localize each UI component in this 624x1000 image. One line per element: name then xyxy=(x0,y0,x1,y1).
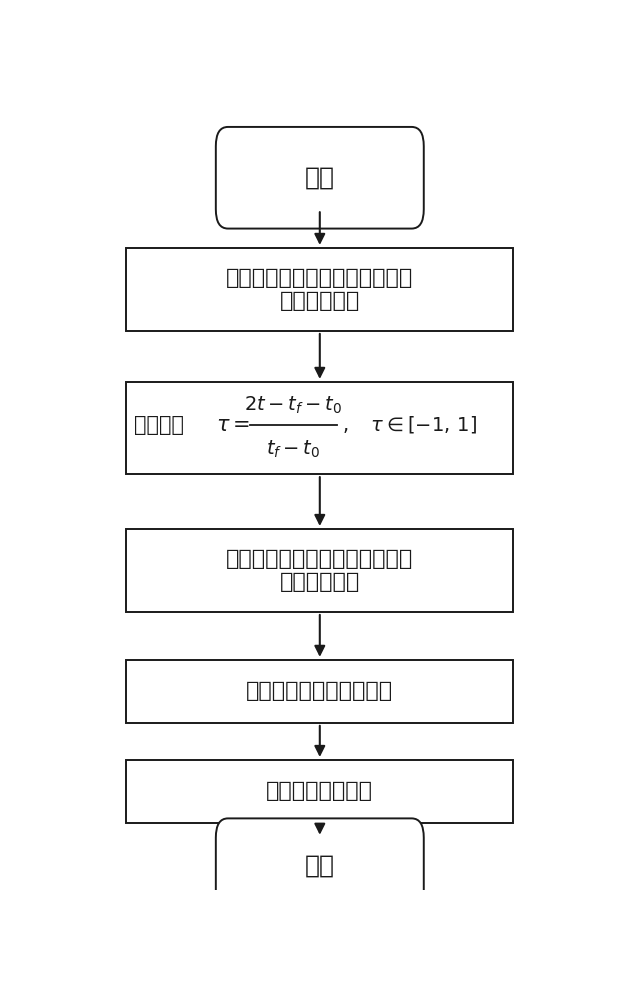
FancyBboxPatch shape xyxy=(126,248,513,331)
FancyBboxPatch shape xyxy=(126,529,513,612)
FancyBboxPatch shape xyxy=(126,760,513,823)
Text: 结束: 结束 xyxy=(305,853,335,877)
Text: $2t-t_{f}-t_{0}$: $2t-t_{f}-t_{0}$ xyxy=(244,394,343,416)
Text: $\tau=$: $\tau=$ xyxy=(216,415,250,435)
Text: 基于离散配点的状态方程转化与
目标函数转化: 基于离散配点的状态方程转化与 目标函数转化 xyxy=(226,549,414,592)
Text: 开始: 开始 xyxy=(305,166,335,190)
FancyBboxPatch shape xyxy=(216,127,424,229)
Text: 时域变换: 时域变换 xyxy=(134,415,183,435)
Text: 建立包含目标函数与约束条件的
最优控制问题: 建立包含目标函数与约束条件的 最优控制问题 xyxy=(226,268,414,311)
FancyBboxPatch shape xyxy=(216,818,424,912)
FancyBboxPatch shape xyxy=(126,382,513,474)
Text: $t_{f}-t_{0}$: $t_{f}-t_{0}$ xyxy=(266,439,320,460)
FancyBboxPatch shape xyxy=(126,660,513,723)
Text: 输出最优速度曲线: 输出最优速度曲线 xyxy=(266,781,373,801)
Text: $,\quad\tau\in[-1,\,1]$: $,\quad\tau\in[-1,\,1]$ xyxy=(341,414,477,435)
Text: 求解所得非线性规划问题: 求解所得非线性规划问题 xyxy=(246,681,393,701)
